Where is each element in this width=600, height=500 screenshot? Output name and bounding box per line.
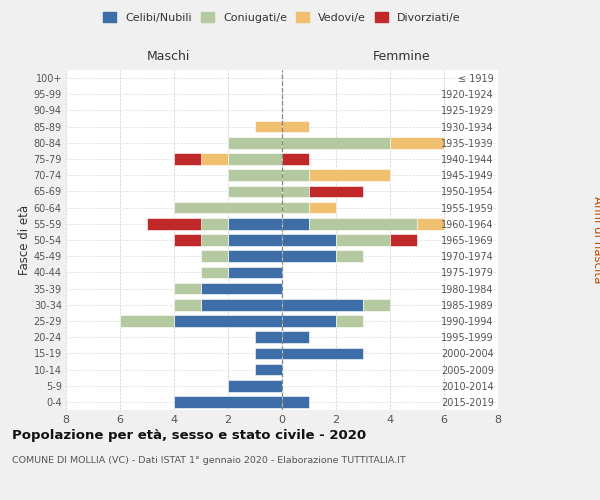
Bar — [336, 250, 363, 262]
Bar — [282, 137, 390, 148]
Text: Popolazione per età, sesso e stato civile - 2020: Popolazione per età, sesso e stato civil… — [12, 430, 366, 442]
Text: Maschi: Maschi — [146, 50, 190, 62]
Text: Anni di nascita: Anni di nascita — [590, 196, 600, 284]
Bar — [282, 218, 309, 230]
Bar — [201, 266, 228, 278]
Bar — [336, 234, 390, 246]
Bar — [228, 170, 282, 181]
Bar — [201, 234, 228, 246]
Bar — [201, 282, 282, 294]
Bar — [228, 137, 282, 148]
Bar — [282, 250, 336, 262]
Bar — [255, 364, 282, 376]
Bar — [282, 202, 309, 213]
Bar — [309, 186, 363, 198]
Bar — [228, 218, 282, 230]
Y-axis label: Fasce di età: Fasce di età — [17, 205, 31, 275]
Text: Femmine: Femmine — [373, 50, 431, 62]
Text: COMUNE DI MOLLIA (VC) - Dati ISTAT 1° gennaio 2020 - Elaborazione TUTTITALIA.IT: COMUNE DI MOLLIA (VC) - Dati ISTAT 1° ge… — [12, 456, 406, 465]
Bar — [228, 234, 282, 246]
Bar — [363, 299, 390, 310]
Bar — [282, 186, 309, 198]
Bar — [120, 315, 174, 327]
Bar — [282, 121, 309, 132]
Bar — [282, 315, 336, 327]
Bar — [174, 282, 201, 294]
Bar — [336, 315, 363, 327]
Bar — [255, 332, 282, 343]
Bar — [255, 121, 282, 132]
Bar — [282, 332, 309, 343]
Bar — [174, 315, 282, 327]
Bar — [309, 170, 390, 181]
Bar — [174, 202, 282, 213]
Bar — [174, 299, 201, 310]
Bar — [228, 153, 282, 165]
Bar — [282, 170, 309, 181]
Bar — [228, 380, 282, 392]
Bar — [228, 266, 282, 278]
Legend: Celibi/Nubili, Coniugati/e, Vedovi/e, Divorziati/e: Celibi/Nubili, Coniugati/e, Vedovi/e, Di… — [99, 8, 465, 28]
Bar — [201, 153, 228, 165]
Bar — [174, 234, 201, 246]
Bar — [282, 234, 336, 246]
Bar — [390, 137, 444, 148]
Bar — [174, 396, 282, 407]
Bar — [201, 299, 282, 310]
Bar — [309, 202, 336, 213]
Bar — [147, 218, 201, 230]
Bar — [282, 299, 363, 310]
Bar — [390, 234, 417, 246]
Bar — [282, 396, 309, 407]
Bar — [282, 153, 309, 165]
Bar — [228, 250, 282, 262]
Bar — [417, 218, 444, 230]
Bar — [309, 218, 417, 230]
Bar — [201, 218, 228, 230]
Bar — [282, 348, 363, 359]
Bar — [174, 153, 201, 165]
Bar — [228, 186, 282, 198]
Bar — [255, 348, 282, 359]
Bar — [201, 250, 228, 262]
